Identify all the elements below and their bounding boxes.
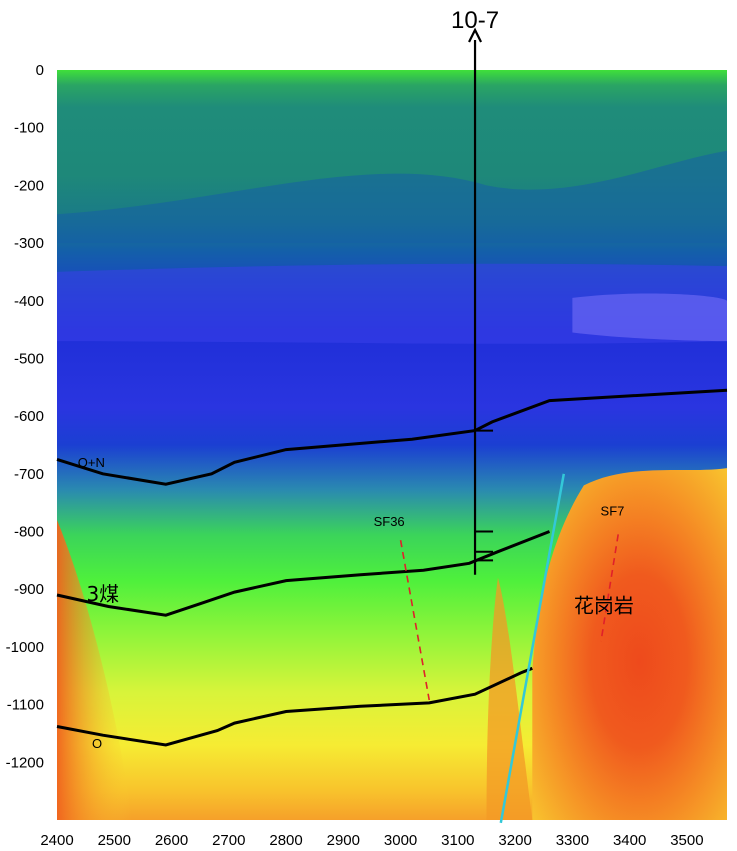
left-warm-zone — [57, 520, 132, 820]
borehole-label: 10-7 — [451, 7, 499, 34]
annotation-1: 3煤 — [86, 582, 119, 606]
x-tick-label-6: 3000 — [384, 832, 417, 849]
annotation-2: O — [92, 736, 102, 751]
y-tick-label-4: -400 — [14, 293, 44, 310]
annotation-3: SF36 — [374, 514, 405, 529]
horizon-line-0 — [56, 388, 728, 486]
x-tick-label-5: 2900 — [327, 832, 360, 849]
y-tick-label-7: -700 — [14, 466, 44, 483]
central-warm-zone — [486, 577, 533, 820]
y-tick-label-2: -200 — [14, 177, 44, 194]
x-tick-label-7: 3100 — [441, 832, 474, 849]
horizon-line-2 — [56, 666, 533, 747]
annotation-0: Q+N — [78, 455, 105, 470]
borehole-arrow — [468, 27, 483, 43]
x-tick-label-8: 3200 — [498, 832, 531, 849]
x-tick-label-0: 2400 — [40, 832, 73, 849]
x-tick-label-4: 2800 — [269, 832, 302, 849]
y-tick-label-12: -1200 — [6, 754, 44, 771]
x-tick-label-2: 2600 — [155, 832, 188, 849]
y-tick-label-9: -900 — [14, 581, 44, 598]
low-value-lens — [572, 293, 727, 342]
y-tick-label-10: -1000 — [6, 639, 44, 656]
annotation-4: SF7 — [601, 503, 625, 518]
x-tick-label-11: 3500 — [670, 832, 703, 849]
y-tick-label-6: -600 — [14, 408, 44, 425]
low-value-core — [57, 263, 727, 344]
x-tick-label-9: 3300 — [556, 832, 589, 849]
annotation-5: 花岗岩 — [574, 593, 634, 617]
upper-band — [57, 150, 727, 244]
x-tick-label-1: 2500 — [98, 832, 131, 849]
y-tick-label-11: -1100 — [7, 697, 44, 714]
fault-line-1 — [600, 534, 619, 642]
granite-body — [532, 468, 727, 820]
y-tick-label-3: -300 — [14, 235, 44, 252]
fault-line-2 — [499, 473, 566, 824]
x-tick-label-3: 2700 — [212, 832, 245, 849]
x-tick-label-10: 3400 — [613, 832, 646, 849]
fault-line-0 — [399, 540, 431, 701]
y-tick-label-1: -100 — [14, 120, 44, 137]
y-tick-label-5: -500 — [14, 350, 44, 367]
y-tick-label-0: 0 — [36, 62, 44, 79]
y-tick-label-8: -800 — [14, 524, 44, 541]
